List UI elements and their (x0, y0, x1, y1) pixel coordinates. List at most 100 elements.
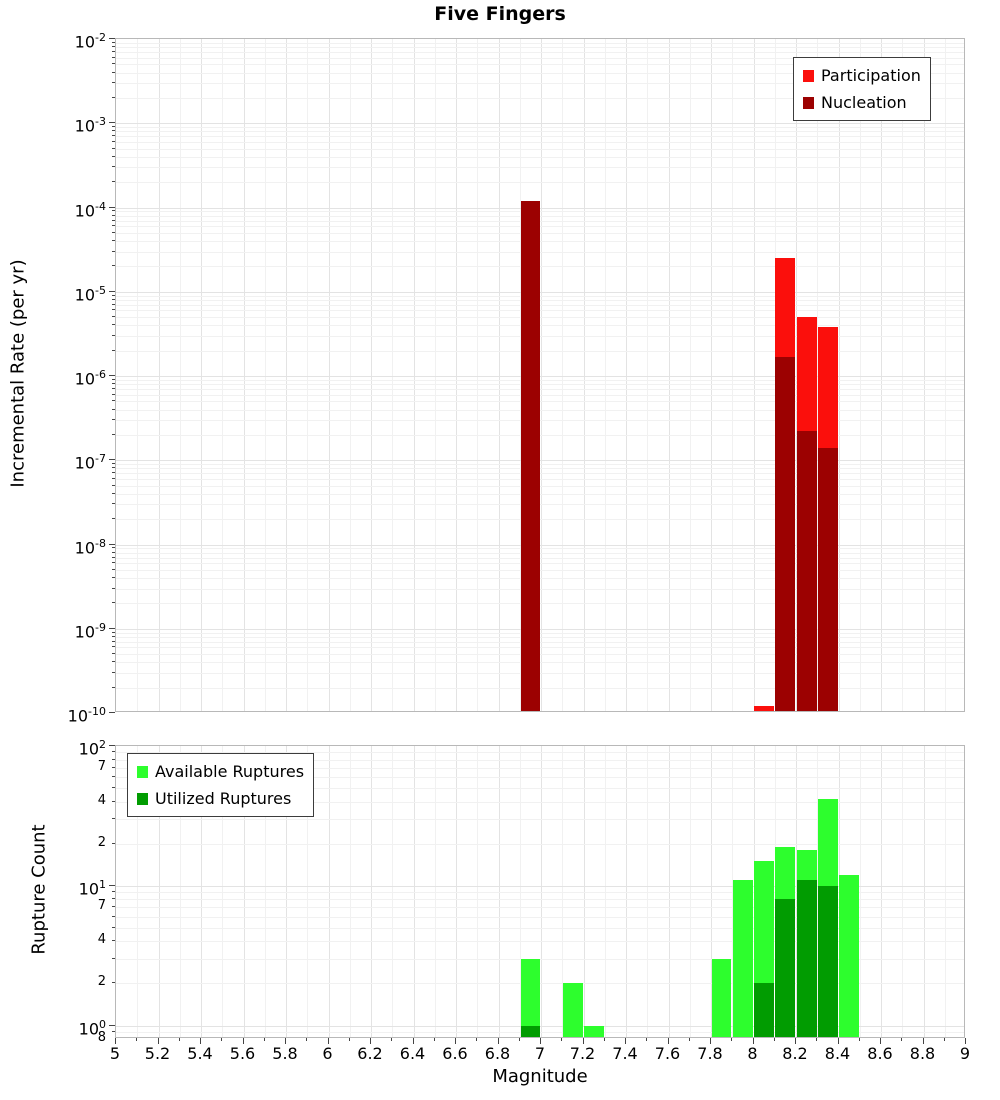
y-axis-tick (112, 551, 115, 553)
x-axis-tick (348, 1038, 350, 1041)
v-gridline (477, 39, 479, 711)
v-gridline (328, 39, 330, 711)
v-gridline (243, 746, 245, 1037)
v-gridline (456, 746, 457, 1037)
y-axis-tick (112, 334, 115, 336)
v-gridline (434, 39, 436, 711)
x-axis-tick (710, 1038, 711, 1044)
x-axis-tick (625, 1038, 626, 1044)
h-gridline (116, 156, 964, 158)
x-axis-tick (200, 1038, 201, 1044)
y-axis-tick (112, 408, 115, 410)
v-gridline (711, 746, 712, 1037)
available-bar (839, 874, 860, 1037)
y-axis-tick (112, 51, 115, 53)
y-axis-tick (112, 63, 115, 65)
v-gridline (307, 746, 309, 1037)
x-tick-label: 5.6 (229, 1044, 256, 1063)
y-axis-tick (112, 842, 115, 844)
v-gridline (626, 746, 627, 1037)
participation-swatch-icon (803, 69, 814, 82)
v-gridline (583, 39, 585, 711)
v-gridline (158, 39, 160, 711)
v-gridline (413, 39, 415, 711)
y-axis-tick (112, 766, 115, 768)
h-gridline (116, 752, 964, 754)
x-axis-tick (646, 1038, 648, 1041)
y-axis-tick (109, 745, 115, 746)
y-tick-label: 10-2 (74, 31, 106, 52)
h-gridline (116, 907, 964, 909)
x-tick-label: 5.8 (272, 1044, 298, 1063)
h-gridline (116, 72, 964, 74)
y-axis-tick (112, 568, 115, 570)
h-gridline (116, 42, 964, 44)
utilized-bar (520, 1025, 541, 1037)
available-bar (733, 879, 753, 1037)
v-gridline (583, 746, 585, 1037)
x-axis-tick (795, 1038, 796, 1044)
x-tick-label: 8.6 (867, 1044, 893, 1063)
y-minor-tick-label: 4 (97, 932, 106, 948)
nucleation-bar (775, 356, 796, 711)
available-bar (711, 958, 732, 1037)
legend-item: Nucleation (803, 89, 921, 116)
v-gridline (689, 39, 691, 711)
v-gridline (753, 746, 755, 1037)
h-gridline (116, 767, 964, 769)
y-axis-tick (112, 661, 115, 663)
x-axis-tick (285, 1038, 286, 1044)
h-gridline (116, 843, 964, 845)
h-gridline (116, 123, 964, 125)
available-bar (563, 983, 583, 1037)
y-axis-tick (112, 587, 115, 589)
h-gridline (116, 148, 964, 150)
rate-legend: Participation Nucleation (793, 57, 931, 121)
y-axis-tick (112, 240, 115, 241)
y-axis-tick (112, 671, 115, 673)
x-axis-tick (752, 1038, 754, 1044)
v-gridline (774, 746, 776, 1037)
v-gridline (732, 39, 734, 711)
y-axis-tick (112, 210, 115, 212)
y-axis-tick (109, 712, 115, 713)
y-axis-tick (112, 46, 115, 48)
y-minor-tick-label: 2 (97, 974, 106, 990)
y-axis-tick (112, 631, 115, 633)
v-gridline (562, 39, 564, 711)
y-axis-tick (112, 181, 115, 183)
y-axis-tick (112, 349, 115, 351)
legend-label: Available Ruptures (155, 762, 305, 781)
y-axis-tick (112, 891, 115, 893)
v-gridline (668, 39, 670, 711)
y-axis-tick (112, 518, 115, 520)
v-gridline (201, 39, 202, 711)
x-axis-tick (327, 1038, 329, 1044)
available-swatch-icon (137, 765, 148, 778)
legend-item: Participation (803, 62, 921, 89)
x-tick-label: 7.6 (654, 1044, 681, 1063)
v-gridline (286, 39, 287, 711)
v-gridline (519, 746, 521, 1037)
available-bar (520, 958, 541, 1037)
x-axis-tick (370, 1038, 371, 1044)
y-axis-tick (112, 653, 115, 655)
x-axis-tick (221, 1038, 223, 1041)
y-axis-tick (112, 915, 115, 917)
y-tick-label: 10-9 (74, 620, 106, 642)
y-axis-tick (112, 388, 115, 390)
v-gridline (222, 39, 224, 711)
y-axis-tick (112, 166, 115, 168)
v-gridline (519, 39, 521, 711)
x-tick-label: 7.2 (569, 1044, 596, 1063)
x-axis-tick (816, 1038, 818, 1041)
y-axis-tick (112, 155, 115, 157)
y-axis-tick (112, 751, 115, 753)
h-gridline (116, 83, 964, 85)
y-axis-tick (112, 477, 115, 479)
v-gridline (923, 39, 925, 711)
y-axis-tick (112, 463, 115, 465)
v-gridline (859, 39, 861, 711)
nucleation-bar (796, 431, 817, 711)
y-axis-tick (112, 96, 115, 98)
